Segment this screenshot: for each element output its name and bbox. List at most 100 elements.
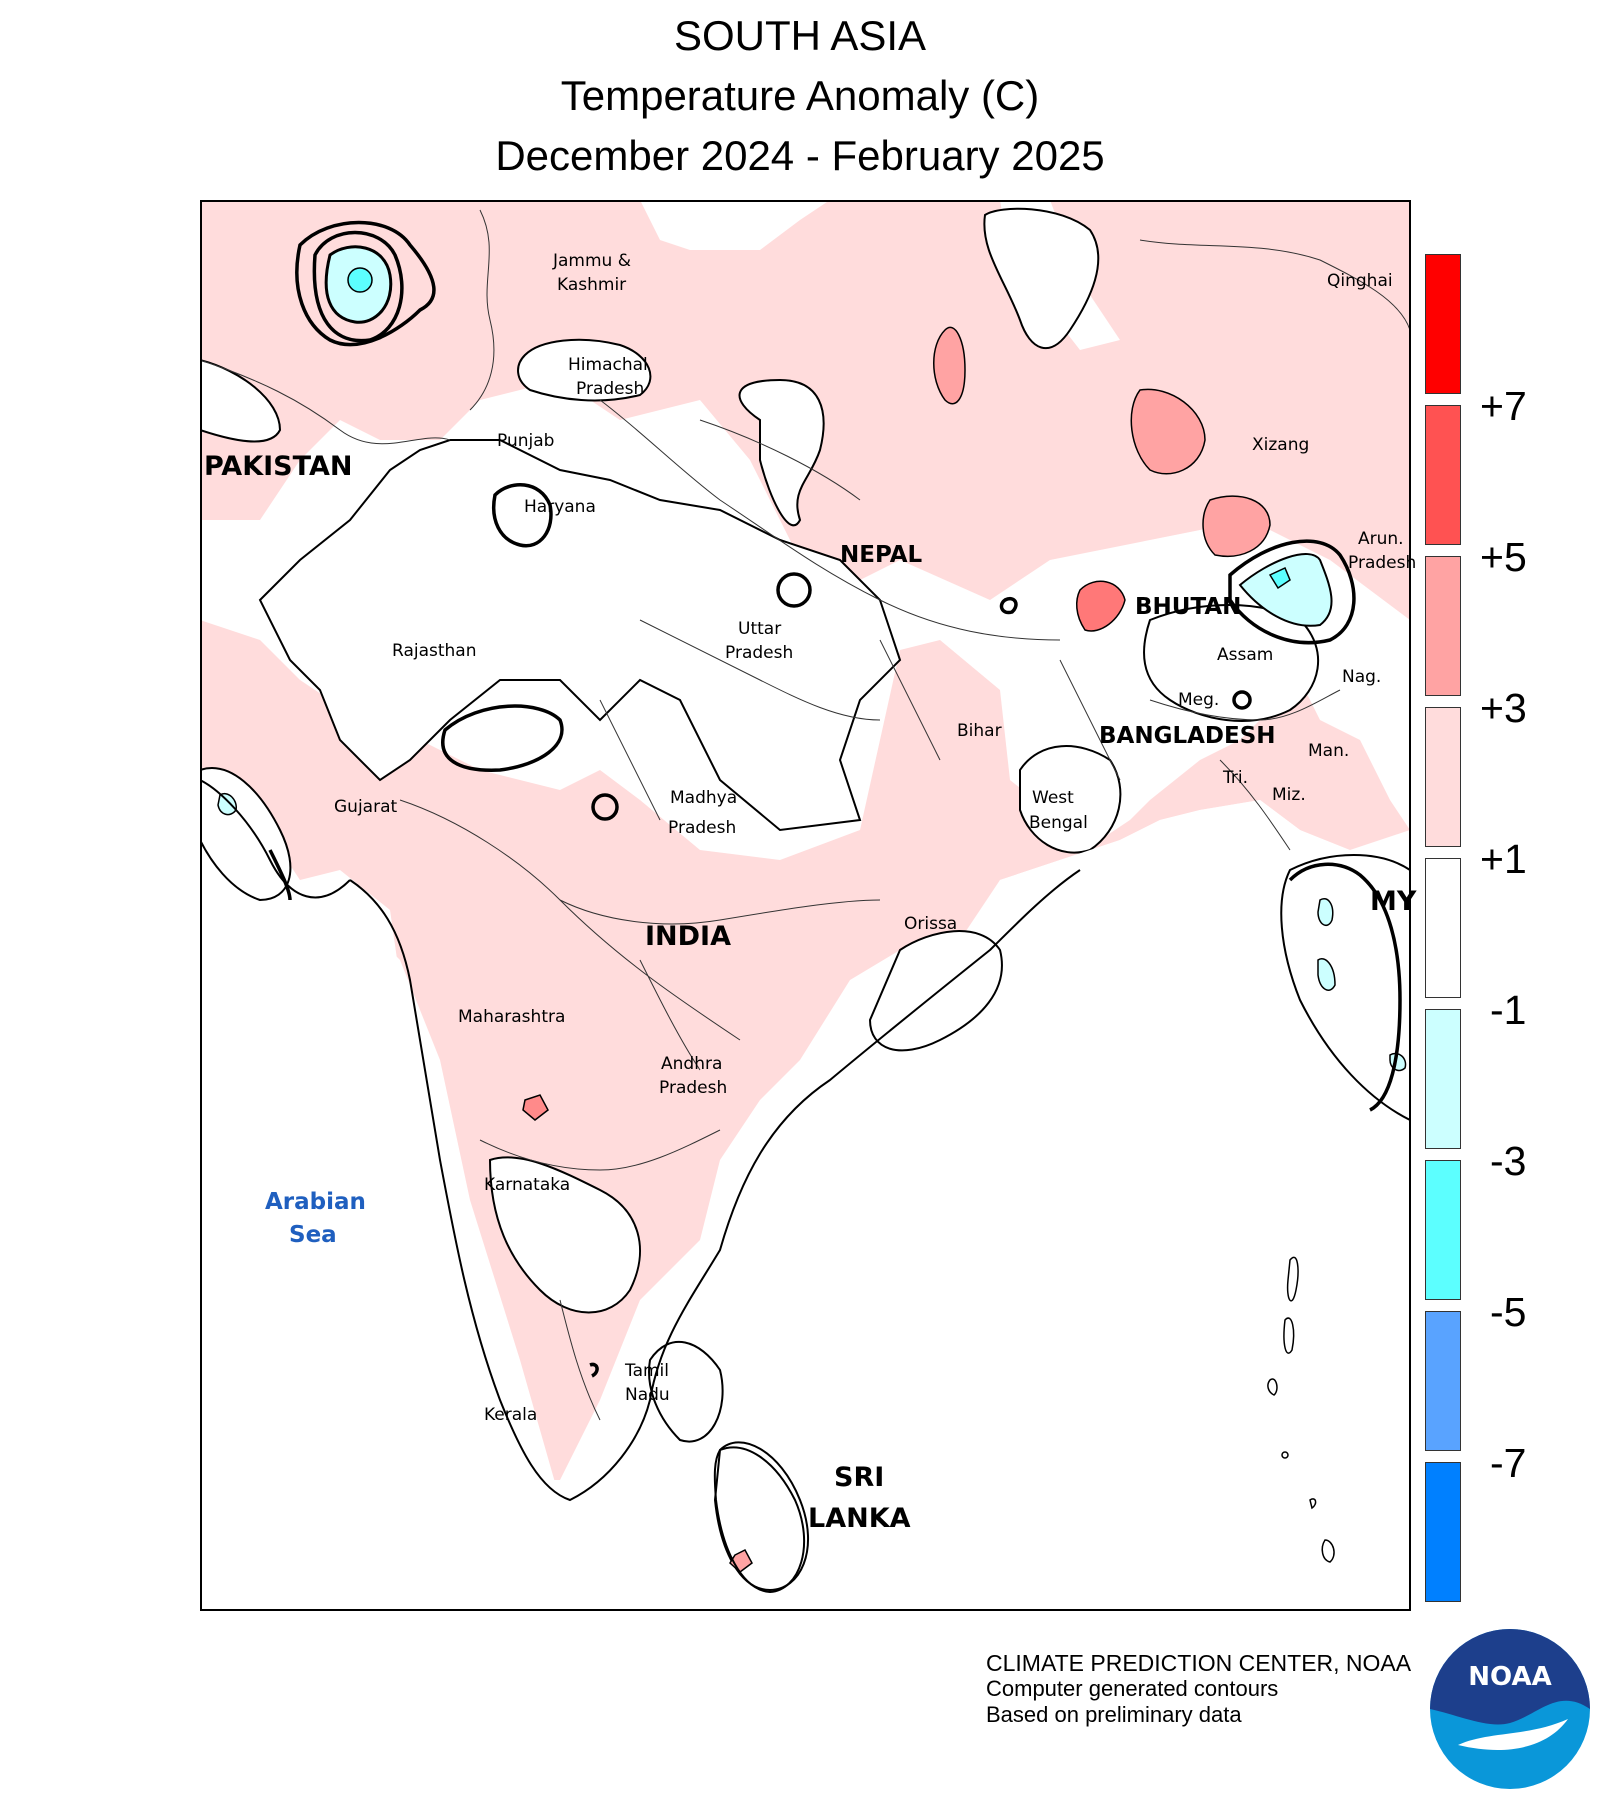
- boundary-lines: [201, 209, 1410, 1421]
- label-karnataka: Karnataka: [484, 1175, 570, 1195]
- zone-neutral-himachal: [517, 338, 652, 402]
- legend-tick: +3: [1480, 685, 1527, 731]
- zone-neutral-karnataka: [488, 1156, 641, 1314]
- label-bihar: Bihar: [957, 721, 1002, 741]
- label-bangladesh: BANGLADESH: [1099, 723, 1276, 749]
- legend-swatch: [1425, 707, 1461, 847]
- legend-tick: +5: [1480, 534, 1527, 580]
- label-gujarat: Gujarat: [334, 797, 397, 817]
- label-nag: Nag.: [1342, 667, 1381, 687]
- land-region-india: [201, 620, 1410, 1480]
- map-title: SOUTH ASIA: [673, 12, 927, 59]
- zone-cold-myanmar-1: [1317, 898, 1334, 927]
- map-subtitle-period: December 2024 - February 2025: [495, 132, 1105, 179]
- label-orissa: Orissa: [904, 914, 957, 934]
- zone-cold-myanmar-2: [1317, 958, 1336, 991]
- label-arabian-sea-2: Sea: [289, 1222, 337, 1248]
- zone-neutral-pakistan-west: [201, 359, 282, 443]
- coastline-india: [349, 869, 1081, 1502]
- islands-andaman: [1267, 1256, 1335, 1563]
- zero-contours: [268, 220, 1402, 1378]
- zone-neutral-rajasthan: [258, 439, 902, 832]
- zone-neutral-myanmar: [1280, 854, 1410, 1122]
- label-tri: Tri.: [1222, 768, 1248, 788]
- noaa-logo: NOAA: [1430, 1629, 1590, 1789]
- label-tamil-2: Nadu: [625, 1385, 670, 1405]
- label-uttar-1: Uttar: [738, 619, 781, 639]
- zone-neutral-westbengal: [1019, 745, 1122, 854]
- zone-neutral-north: [738, 378, 825, 527]
- label-pakistan: PAKISTAN: [204, 451, 352, 482]
- label-kerala: Kerala: [484, 1405, 537, 1425]
- credit-method: Computer generated contours: [986, 1676, 1279, 1701]
- label-srilanka-1: SRI: [834, 1462, 884, 1493]
- zone-neutral-tibet: [983, 207, 1100, 350]
- color-legend: [1425, 254, 1463, 1613]
- label-qinghai: Qinghai: [1327, 271, 1393, 291]
- label-madhya-1: Madhya: [670, 788, 737, 808]
- label-india: INDIA: [645, 921, 731, 952]
- legend-swatch: [1425, 1462, 1461, 1602]
- label-himachal-1: Himachal: [568, 355, 648, 375]
- label-xizang: Xizang: [1252, 435, 1309, 455]
- zone-neutral-tamil: [648, 1341, 724, 1443]
- legend-tick: -5: [1490, 1289, 1527, 1335]
- zone-warm-tibet-1: [933, 326, 966, 405]
- legend-swatch: [1425, 858, 1461, 998]
- label-madhya-2: Pradesh: [668, 818, 736, 838]
- label-maharashtra: Maharashtra: [458, 1007, 565, 1027]
- legend-tick: -7: [1490, 1440, 1527, 1486]
- legend-tick: -1: [1490, 987, 1527, 1033]
- label-tamil-1: Tamil: [624, 1361, 669, 1381]
- legend-swatch: [1425, 405, 1461, 545]
- label-arun-2: Pradesh: [1348, 553, 1416, 573]
- zone-cold-kashmir-core: [347, 267, 373, 293]
- label-myanmar: MY: [1370, 886, 1417, 917]
- zone-warm-bhutan: [1075, 580, 1126, 632]
- coastline-arabian: [201, 779, 351, 899]
- zone-neutral-arabian: [201, 900, 600, 1610]
- zone-cold-arunachal-core: [1268, 566, 1291, 590]
- legend-tick: -3: [1490, 1138, 1527, 1184]
- label-srilanka-2: LANKA: [808, 1503, 911, 1534]
- label-himachal-2: Pradesh: [576, 379, 644, 399]
- label-andhra-1: Andhra: [661, 1054, 722, 1074]
- noaa-logo-text: NOAA: [1468, 1662, 1551, 1692]
- label-miz: Miz.: [1272, 785, 1306, 805]
- label-nepal: NEPAL: [840, 542, 923, 568]
- label-meg: Meg.: [1178, 690, 1219, 710]
- zone-cold-arunachal: [1238, 553, 1333, 627]
- label-bhutan: BHUTAN: [1135, 594, 1241, 620]
- label-man: Man.: [1308, 741, 1349, 761]
- zone-neutral-bay: [600, 800, 1410, 1610]
- label-uttar-2: Pradesh: [725, 643, 793, 663]
- map-labels: Jammu & Kashmir Himachal Pradesh Punjab …: [204, 251, 1417, 1534]
- coastline-srilanka: [713, 1446, 806, 1594]
- label-haryana: Haryana: [524, 497, 596, 517]
- label-westbengal-1: West: [1032, 788, 1074, 808]
- zone-warm-tibet-3: [1202, 495, 1271, 557]
- legend-tick: +1: [1480, 836, 1527, 882]
- credit-data: Based on preliminary data: [986, 1702, 1242, 1727]
- legend-swatch: [1425, 1311, 1461, 1451]
- label-rajasthan: Rajasthan: [392, 641, 477, 661]
- label-arabian-sea-1: Arabian: [265, 1189, 366, 1215]
- credit-source: CLIMATE PREDICTION CENTER, NOAA: [986, 1650, 1412, 1676]
- label-assam: Assam: [1217, 645, 1273, 665]
- label-westbengal-2: Bengal: [1029, 813, 1088, 833]
- label-arun-1: Arun.: [1358, 529, 1404, 549]
- label-jammu-2: Kashmir: [557, 275, 626, 295]
- label-punjab: Punjab: [497, 431, 554, 451]
- legend-swatch: [1425, 1009, 1461, 1149]
- legend-tick: +7: [1480, 383, 1527, 429]
- label-andhra-2: Pradesh: [659, 1078, 727, 1098]
- legend-swatch: [1425, 556, 1461, 696]
- map-subtitle-variable: Temperature Anomaly (C): [560, 72, 1040, 119]
- map-frame: [200, 200, 1411, 1611]
- label-jammu-1: Jammu &: [552, 251, 631, 271]
- zone-warm-tibet-2: [1130, 388, 1206, 475]
- legend-swatch: [1425, 254, 1461, 394]
- zone-warm-karnataka: [522, 1094, 549, 1121]
- legend-swatch: [1425, 1160, 1461, 1300]
